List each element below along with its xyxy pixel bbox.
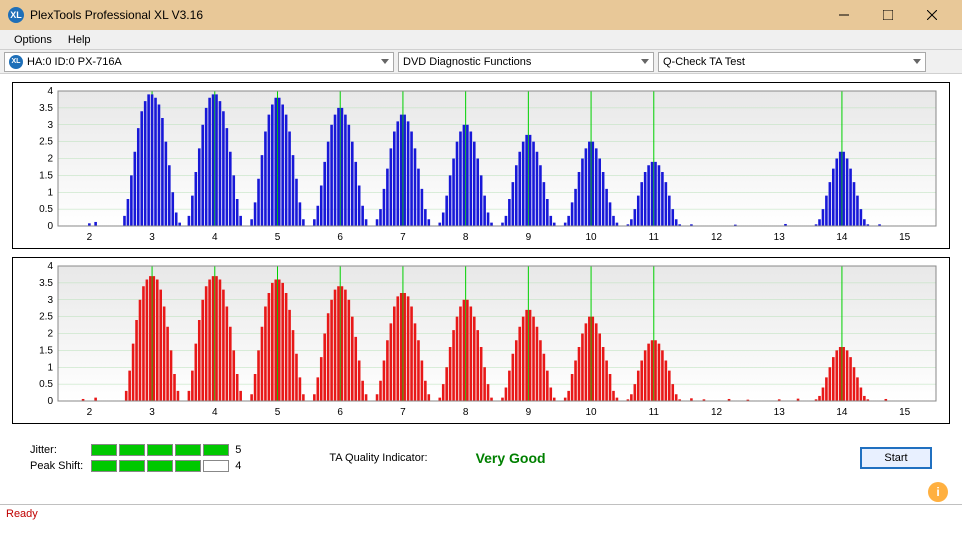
svg-text:14: 14 — [836, 232, 848, 243]
svg-text:6: 6 — [337, 232, 343, 243]
svg-text:10: 10 — [586, 232, 598, 243]
svg-text:3: 3 — [149, 407, 155, 418]
mode-dropdown[interactable]: DVD Diagnostic Functions — [398, 52, 654, 72]
svg-text:11: 11 — [649, 407, 660, 418]
svg-text:15: 15 — [899, 407, 911, 418]
svg-text:0.5: 0.5 — [39, 204, 53, 215]
svg-text:7: 7 — [400, 407, 406, 418]
svg-text:3.5: 3.5 — [39, 103, 53, 114]
quality-box — [203, 444, 229, 456]
svg-text:4: 4 — [47, 86, 53, 97]
statusbar: Ready — [0, 504, 962, 522]
quality-score: 5 — [235, 444, 241, 456]
test-label: Q-Check TA Test — [663, 56, 745, 68]
quality-box — [203, 460, 229, 472]
titlebar: XL PlexTools Professional XL V3.16 — [0, 0, 962, 30]
quality-box — [91, 460, 117, 472]
svg-text:5: 5 — [275, 407, 281, 418]
maximize-button[interactable] — [866, 0, 910, 30]
svg-text:1.5: 1.5 — [39, 170, 53, 181]
svg-text:0.5: 0.5 — [39, 379, 53, 390]
quality-bar: Jitter: Peak Shift: 5 4 TA Quality Indic… — [0, 440, 962, 480]
svg-text:6: 6 — [337, 407, 343, 418]
info-row: i — [0, 480, 962, 504]
quality-box — [175, 444, 201, 456]
quality-box — [119, 460, 145, 472]
svg-text:12: 12 — [711, 232, 723, 243]
close-button[interactable] — [910, 0, 954, 30]
svg-text:0: 0 — [47, 221, 53, 232]
quality-box — [147, 444, 173, 456]
svg-text:2: 2 — [87, 407, 93, 418]
svg-text:4: 4 — [212, 407, 218, 418]
svg-text:2.5: 2.5 — [39, 137, 53, 148]
svg-text:4: 4 — [47, 261, 53, 272]
jitter-label: Jitter: — [30, 444, 83, 456]
svg-text:8: 8 — [463, 232, 469, 243]
app-icon: XL — [8, 7, 24, 23]
svg-text:5: 5 — [275, 232, 281, 243]
peak-label: Peak Shift: — [30, 460, 83, 472]
menu-help[interactable]: Help — [60, 32, 99, 48]
device-dropdown[interactable]: XL HA:0 ID:0 PX-716A — [4, 52, 394, 72]
svg-text:14: 14 — [836, 407, 848, 418]
svg-text:0: 0 — [47, 396, 53, 407]
svg-text:1: 1 — [47, 362, 53, 373]
svg-text:1: 1 — [47, 187, 53, 198]
ta-label: TA Quality Indicator: — [329, 452, 427, 464]
svg-text:2.5: 2.5 — [39, 312, 53, 323]
svg-text:13: 13 — [774, 407, 786, 418]
menubar: Options Help — [0, 30, 962, 50]
svg-text:2: 2 — [47, 154, 53, 165]
quality-box — [119, 444, 145, 456]
quality-box — [91, 444, 117, 456]
window-controls — [822, 0, 954, 30]
svg-text:4: 4 — [212, 232, 218, 243]
svg-text:2: 2 — [47, 329, 53, 340]
chart-area: 00.511.522.533.5423456789101112131415 00… — [0, 74, 962, 440]
window-title: PlexTools Professional XL V3.16 — [30, 8, 822, 22]
bottom-chart: 0 0.5 1 1.5 2 2.5 3 3.5 4 2 3 4 5 6 7 8 9 10 11 12 13 14 15 — [12, 257, 950, 424]
peak-boxes: 4 — [91, 460, 241, 472]
svg-text:2: 2 — [87, 232, 93, 243]
svg-text:9: 9 — [526, 407, 532, 418]
svg-text:3: 3 — [47, 295, 53, 306]
minimize-button[interactable] — [822, 0, 866, 30]
top-chart: 0 0.5 1 1.5 2 2.5 3 3.5 4 2 3 4 5 6 7 8 9 10 11 12 13 14 15 — [12, 82, 950, 249]
device-label: HA:0 ID:0 PX-716A — [27, 56, 122, 68]
status-text: Ready — [6, 508, 38, 520]
jitter-boxes: 5 — [91, 444, 241, 456]
info-icon[interactable]: i — [928, 482, 948, 502]
toolbar: XL HA:0 ID:0 PX-716A DVD Diagnostic Func… — [0, 50, 962, 74]
svg-text:3: 3 — [47, 120, 53, 131]
top-chart-svg: 0 0.5 1 1.5 2 2.5 3 3.5 4 2 3 4 5 6 7 8 9 10 11 12 13 14 15 — [13, 83, 947, 248]
svg-text:3.5: 3.5 — [39, 278, 53, 289]
start-button[interactable]: Start — [860, 447, 932, 469]
svg-text:11: 11 — [649, 232, 660, 243]
svg-text:12: 12 — [711, 407, 723, 418]
svg-text:13: 13 — [774, 232, 786, 243]
svg-text:9: 9 — [526, 232, 532, 243]
svg-text:8: 8 — [463, 407, 469, 418]
quality-score: 4 — [235, 460, 241, 472]
quality-box — [175, 460, 201, 472]
svg-text:1.5: 1.5 — [39, 345, 53, 356]
test-dropdown[interactable]: Q-Check TA Test — [658, 52, 926, 72]
device-icon: XL — [9, 55, 23, 69]
svg-text:15: 15 — [899, 232, 911, 243]
svg-text:7: 7 — [400, 232, 406, 243]
svg-text:3: 3 — [149, 232, 155, 243]
svg-text:10: 10 — [586, 407, 598, 418]
mode-label: DVD Diagnostic Functions — [403, 56, 531, 68]
quality-box — [147, 460, 173, 472]
bottom-chart-svg: 0 0.5 1 1.5 2 2.5 3 3.5 4 2 3 4 5 6 7 8 9 10 11 12 13 14 15 — [13, 258, 947, 423]
ta-result: Very Good — [476, 450, 546, 466]
menu-options[interactable]: Options — [6, 32, 60, 48]
